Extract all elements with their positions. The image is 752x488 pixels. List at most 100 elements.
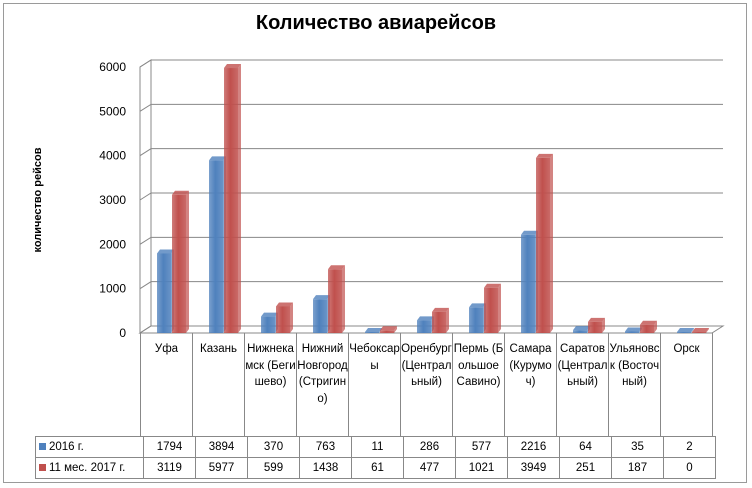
category-label: Уфа: [141, 333, 193, 436]
bar: [313, 299, 327, 333]
bar-top: [469, 303, 486, 308]
bar: [365, 332, 379, 333]
data-label: 251: [559, 457, 612, 479]
bar-side: [602, 317, 605, 333]
bar-side: [654, 320, 657, 333]
legend-label: 11 мес. 2017 г.: [49, 462, 126, 474]
bar-top: [692, 328, 709, 332]
category-label: Нижний Новгород (Стригино): [297, 333, 349, 436]
data-label: 64: [559, 436, 612, 458]
bar-top: [157, 249, 174, 254]
data-label: 3949: [507, 457, 560, 479]
chart-title: Количество авиарейсов: [255, 12, 497, 34]
bar-top: [588, 317, 605, 322]
data-label: 599: [247, 457, 300, 479]
category-label: Пермь (Большое Савино): [453, 333, 505, 436]
bar: [432, 311, 446, 333]
chart-frame: [3, 3, 747, 483]
y-tick-label: 2000: [99, 237, 126, 251]
bar: [172, 194, 186, 333]
bar: [484, 287, 498, 333]
category-labels: Уфа Казань Нижнекамск (Бегишево) Нижний Нов…: [140, 333, 713, 436]
bar: [469, 307, 483, 333]
data-label: 286: [403, 436, 456, 458]
bar: [380, 330, 394, 333]
legend-label: 2016 г.: [49, 441, 84, 453]
data-table: 2016 г. 1794 3894 370 763 11 286 577 2216 64 35 2 11…: [35, 436, 716, 479]
bar-top: [261, 312, 278, 317]
y-tick-label: 5000: [99, 104, 126, 118]
bar: [625, 331, 639, 333]
bar-side: [238, 64, 241, 334]
data-label: 477: [403, 457, 456, 479]
bar: [157, 253, 171, 333]
data-label: 1021: [455, 457, 508, 479]
legend-entry: 11 мес. 2017 г.: [35, 457, 144, 479]
gridline: [139, 103, 723, 112]
bar: [640, 324, 654, 333]
bar-side: [290, 302, 293, 333]
bar: [328, 269, 342, 333]
bar-top: [209, 156, 226, 161]
bar-top: [677, 328, 694, 332]
bar: [588, 321, 602, 333]
data-label: 2: [663, 436, 716, 458]
table-row: 11 мес. 2017 г. 3119 5977 599 1438 61 477 1021 3…: [35, 457, 716, 479]
data-label: 61: [351, 457, 404, 479]
y-tick-label: 3000: [99, 193, 126, 207]
data-label: 187: [611, 457, 664, 479]
bar-top: [313, 295, 330, 300]
data-label: 3894: [195, 436, 248, 458]
category-label: Казань: [193, 333, 245, 436]
bar-top: [365, 328, 382, 332]
y-tick-label: 0: [119, 326, 126, 340]
legend-swatch: [39, 443, 46, 450]
bar-side: [186, 190, 189, 333]
bar-top: [521, 230, 538, 235]
table-row: 2016 г. 1794 3894 370 763 11 286 577 2216 64 35 2: [35, 436, 716, 458]
bar: [692, 332, 706, 333]
bar-side: [550, 153, 553, 333]
legend-swatch: [39, 464, 46, 471]
bar-side: [498, 283, 501, 333]
bar-side: [691, 328, 694, 333]
bar-side: [706, 328, 709, 333]
bar-side: [446, 307, 449, 333]
bar: [677, 332, 691, 333]
y-tick-label: 1000: [99, 282, 126, 296]
gridline: [139, 192, 723, 201]
gridline: [139, 59, 723, 68]
bar: [276, 306, 290, 333]
bar-top: [640, 320, 657, 325]
data-label: 11: [351, 436, 404, 458]
category-label: Орск: [661, 333, 713, 436]
bar: [224, 68, 238, 334]
data-label: 1794: [143, 436, 196, 458]
data-label: 35: [611, 436, 664, 458]
bar-top: [380, 326, 397, 331]
data-label: 577: [455, 436, 508, 458]
data-label: 5977: [195, 457, 248, 479]
y-tick-label: 4000: [99, 149, 126, 163]
data-label: 3119: [143, 457, 196, 479]
data-label: 2216: [507, 436, 560, 458]
bar-top: [417, 316, 434, 321]
category-label: Чебоксары: [349, 333, 401, 436]
bar-top: [573, 326, 590, 331]
y-tick-label: 6000: [99, 60, 126, 74]
bar: [521, 234, 535, 333]
bar-top: [432, 307, 449, 312]
bar-top: [536, 153, 553, 158]
bar: [536, 157, 550, 333]
data-label: 763: [299, 436, 352, 458]
bar-top: [172, 190, 189, 195]
data-label: 0: [663, 457, 716, 479]
bar-top: [484, 283, 501, 288]
bar-top: [224, 64, 241, 69]
gridline: [139, 148, 723, 157]
bar-top: [625, 327, 642, 332]
category-label: Нижнекамск (Бегишево): [245, 333, 297, 436]
data-label: 1438: [299, 457, 352, 479]
